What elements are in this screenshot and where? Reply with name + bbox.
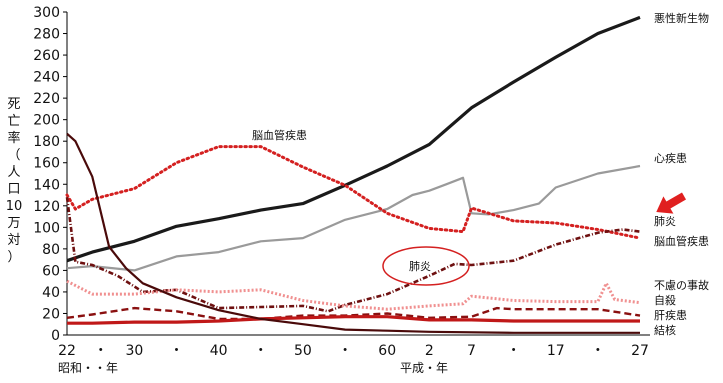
label-accident: 不慮の事故 bbox=[654, 278, 709, 292]
pneumonia-callout-label: 肺炎 bbox=[409, 260, 431, 273]
y-tick-label: 80 bbox=[42, 242, 60, 258]
y-tick-label: 160 bbox=[33, 156, 60, 172]
x-tick-labels: 22 ・ 30 ・ 40 ・ 50 ・ 60 2 7 ・ 17 ・ 27 bbox=[58, 343, 649, 359]
x-tick-label: 22 bbox=[58, 343, 76, 359]
series-line-1 bbox=[66, 164, 641, 272]
era-label-showa: 昭和・・年 bbox=[58, 361, 118, 375]
y-axis-label-char: ） bbox=[7, 250, 20, 265]
series-line-4 bbox=[66, 279, 641, 311]
y-tick-label: 60 bbox=[42, 263, 60, 279]
x-tick-label: ・ bbox=[170, 343, 184, 359]
y-tick-labels: 0 20 40 60 80 100 120 140 160 180 200 220 240 260 280 3… bbox=[33, 5, 67, 344]
y-axis-label-char: 人 bbox=[7, 165, 20, 180]
label-tuberculosis: 結核 bbox=[654, 323, 676, 337]
label-cerebrovascular: 脳血管疾患 bbox=[654, 234, 709, 248]
y-axis-label-char: 10 bbox=[6, 199, 23, 214]
x-tick-label: 40 bbox=[210, 343, 228, 359]
y-tick-label: 0 bbox=[51, 328, 60, 344]
y-tick-label: 260 bbox=[33, 48, 60, 64]
y-tick-label: 40 bbox=[42, 285, 60, 301]
era-label-heisei: 平成・年 bbox=[400, 361, 448, 375]
x-tick-label: ・ bbox=[591, 343, 605, 359]
label-cancer: 悪性新生物 bbox=[654, 11, 709, 25]
x-tick-label: 2 bbox=[425, 343, 434, 359]
y-axis-label-char: 死 bbox=[7, 97, 20, 112]
series-line-2 bbox=[65, 145, 642, 240]
series-line-7 bbox=[66, 132, 640, 334]
y-axis-label-char: 亡 bbox=[7, 114, 20, 129]
x-tick-label: 30 bbox=[125, 343, 143, 359]
y-tick-label: 240 bbox=[33, 70, 60, 86]
x-tick-label: ・ bbox=[254, 343, 268, 359]
series-line-6 bbox=[67, 315, 640, 325]
pneumonia-callout-circle bbox=[382, 246, 470, 286]
x-tick-label: 50 bbox=[294, 343, 312, 359]
series-line-3 bbox=[65, 197, 641, 313]
y-tick-label: 300 bbox=[33, 5, 60, 21]
x-tick-label: 17 bbox=[547, 343, 565, 359]
series-lines bbox=[65, 15, 642, 334]
cerebrovascular-callout-label: 脳血管疾患 bbox=[252, 128, 307, 142]
x-tick-label: 7 bbox=[467, 343, 476, 359]
y-tick-label: 20 bbox=[42, 306, 60, 322]
x-tick-label: 60 bbox=[378, 343, 396, 359]
y-axis-label-char: 率 bbox=[7, 130, 20, 146]
y-tick-label: 120 bbox=[33, 199, 60, 215]
y-axis-label-char: 口 bbox=[7, 182, 20, 197]
series-end-labels: 悪性新生物 心疾患 肺炎 脳血管疾患 不慮の事故 自殺 肝疾患 結核 bbox=[654, 11, 709, 337]
y-tick-label: 280 bbox=[33, 27, 60, 43]
y-tick-label: 200 bbox=[33, 113, 60, 129]
label-pneumonia: 肺炎 bbox=[654, 215, 676, 228]
y-axis-label-char: 万 bbox=[7, 216, 20, 231]
series-line-5 bbox=[66, 306, 641, 321]
y-axis-label-char: （ bbox=[7, 148, 20, 163]
x-tick-label: 27 bbox=[631, 343, 649, 359]
y-tick-label: 180 bbox=[33, 134, 60, 150]
y-tick-label: 140 bbox=[33, 177, 60, 193]
series-line-0 bbox=[66, 15, 641, 263]
label-heart: 心疾患 bbox=[654, 151, 687, 165]
x-tick-label: ・ bbox=[507, 343, 521, 359]
y-tick-label: 100 bbox=[33, 220, 60, 236]
label-suicide: 自殺 bbox=[654, 293, 676, 307]
red-arrow-icon bbox=[656, 192, 686, 214]
label-liver: 肝疾患 bbox=[654, 308, 687, 322]
y-axis-label-char: 対 bbox=[7, 233, 20, 248]
x-tick-label: ・ bbox=[338, 343, 352, 359]
x-tick-label: ・ bbox=[94, 343, 108, 359]
y-tick-label: 220 bbox=[33, 91, 60, 107]
y-axis-label: 死亡率 （ 人口 10 万対 ） bbox=[6, 97, 23, 265]
